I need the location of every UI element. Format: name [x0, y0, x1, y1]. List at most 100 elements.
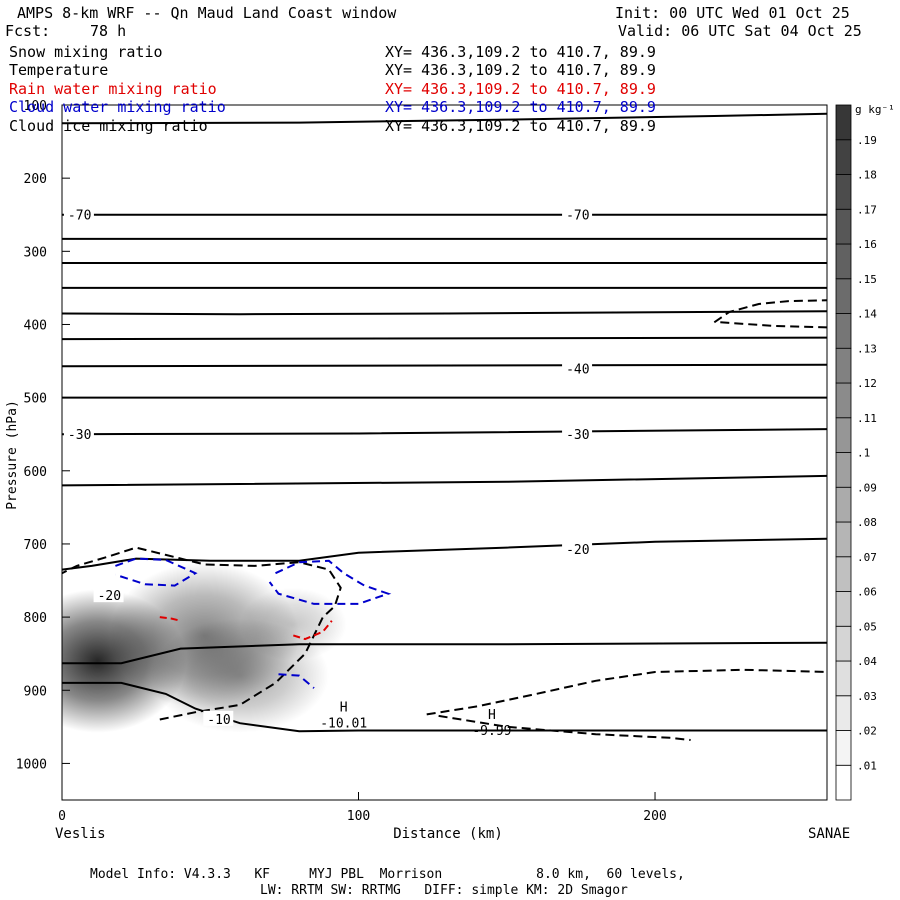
- rain-contour-1: [293, 620, 333, 641]
- isotherm-line-0: [62, 112, 827, 125]
- extremum-value-0: -10.01: [320, 717, 367, 732]
- rain-contour-0: [159, 616, 181, 622]
- x-axis-label: Distance (km): [393, 826, 503, 842]
- colorbar-label-0: .01: [857, 759, 877, 772]
- snow-contour-3: [426, 668, 827, 716]
- isotherm-line-10: [62, 474, 827, 487]
- model-info-physics: LW: RRTM SW: RRTMG DIFF: simple KM: 2D S…: [260, 883, 628, 898]
- y-tick-label-3: 400: [24, 318, 47, 333]
- colorbar-label-18: .19: [857, 134, 877, 147]
- colorbar-box-0: [835, 764, 852, 801]
- fcst-label: Fcst:: [5, 22, 51, 40]
- colorbar-box-3: [835, 660, 852, 697]
- colorbar-label-2: .03: [857, 690, 877, 703]
- y-tick-label-0: 100: [24, 99, 47, 114]
- colorbar-box-10: [835, 417, 852, 453]
- y-tick-label-2: 300: [24, 245, 47, 260]
- colorbar-label-6: .07: [857, 551, 877, 564]
- x-tick-label-0: 0: [58, 809, 66, 824]
- colorbar-label-1: .02: [857, 725, 877, 738]
- colorbar-label-15: .16: [857, 238, 877, 251]
- colorbar-label-10: .11: [857, 412, 877, 425]
- extremum-letter-1: H: [488, 708, 496, 723]
- isotherm-label-bg-2: [562, 360, 593, 376]
- colorbar-label-11: .12: [857, 377, 877, 390]
- field-name-cloud-ice: Cloud ice mixing ratio: [9, 117, 208, 135]
- isotherm-label-0: -70: [68, 209, 91, 224]
- colorbar-label-3: .04: [857, 655, 877, 668]
- colorbar-box-4: [835, 625, 852, 662]
- field-xy-rain: XY= 436.3,109.2 to 410.7, 89.9: [385, 80, 656, 98]
- isotherm-label-bg-7: [203, 710, 234, 726]
- field-name-cloud-water: Cloud water mixing ratio: [9, 98, 226, 116]
- snow-mixing-ratio-shading: [62, 562, 347, 733]
- cloud-water-contour-0: [115, 557, 198, 587]
- isotherm-label-2: -40: [566, 362, 589, 377]
- colorbar-box-12: [835, 347, 852, 384]
- colorbar: .01 .02 .03 .04 .05 .06 .07 .08 .09 .1 .11 .12 .13 .1…: [835, 103, 895, 801]
- colorbar-label-13: .14: [857, 308, 877, 321]
- valid-time: Valid: 06 UTC Sat 04 Oct 25: [618, 22, 862, 40]
- model-info: Model Info: V4.3.3 KF MYJ PBL Morrison 8…: [90, 867, 685, 882]
- colorbar-box-18: [835, 139, 852, 175]
- colorbar-label-14: .15: [857, 273, 877, 286]
- field-name-temperature: Temperature: [9, 61, 109, 79]
- colorbar-box-5: [835, 591, 852, 627]
- field-name-snow: Snow mixing ratio: [9, 43, 163, 61]
- colorbar-box-13: [835, 313, 852, 349]
- isotherm-label-6: -20: [98, 589, 121, 604]
- field-xy-temperature: XY= 436.3,109.2 to 410.7, 89.9: [385, 61, 656, 79]
- isotherm-label-bg-6: [93, 587, 124, 603]
- isotherm-label-5: -20: [566, 543, 589, 558]
- init-time: Init: 00 UTC Wed 01 Oct 25: [615, 4, 850, 22]
- colorbar-box-9: [835, 452, 852, 488]
- isotherm-label-4: -30: [566, 428, 589, 443]
- colorbar-label-9: .1: [857, 447, 870, 460]
- isotherm-line-13: [62, 681, 827, 733]
- y-tick-label-1: 200: [24, 172, 47, 187]
- extremum-value-1: -9.99: [472, 724, 511, 739]
- cloud-water-contour-1: [268, 559, 392, 605]
- colorbar-box-2: [835, 695, 852, 731]
- isotherm-label-bg-5: [562, 541, 593, 557]
- colorbar-label-16: .17: [857, 203, 877, 216]
- fcst-value: 78 h: [90, 22, 127, 40]
- isotherm-line-6: [62, 336, 827, 341]
- field-xy-cloud-ice: XY= 436.3,109.2 to 410.7, 89.9: [385, 117, 656, 135]
- snow-contour-0: [62, 546, 342, 721]
- x-endpoint-left: Veslis: [55, 826, 106, 842]
- y-tick-label-9: 1000: [16, 757, 47, 772]
- colorbar-label-4: .05: [857, 620, 877, 633]
- axes-layer: 100 200 300 400 500 600 700 800 900 1000 0 100 200: [16, 99, 667, 824]
- snow-contour-2: [720, 321, 827, 329]
- colorbar-label-12: .13: [857, 342, 877, 355]
- x-tick-label-1: 100: [347, 809, 370, 824]
- colorbar-label-7: .08: [857, 516, 877, 529]
- colorbar-unit: g kg⁻¹: [855, 103, 895, 116]
- y-tick-label-5: 600: [24, 465, 47, 480]
- chart-title: AMPS 8-km WRF -- Qn Maud Land Coast wind…: [17, 4, 397, 22]
- field-xy-snow: XY= 436.3,109.2 to 410.7, 89.9: [385, 43, 656, 61]
- colorbar-box-11: [835, 382, 852, 419]
- isotherm-line-5: [62, 310, 827, 316]
- field-xy-cloud-water: XY= 436.3,109.2 to 410.7, 89.9: [385, 98, 656, 116]
- field-name-rain: Rain water mixing ratio: [9, 80, 217, 98]
- isotherm-label-bg-3: [63, 426, 94, 442]
- isotherm-line-12: [62, 641, 827, 665]
- plot-frame: [61, 104, 828, 801]
- contour-layer: -70 -70-40-30 -30-20-20-10H-10.01H-9.99: [62, 112, 827, 741]
- y-tick-label-6: 700: [24, 538, 47, 553]
- isotherm-label-bg-1: [562, 206, 593, 222]
- x-tick-label-2: 200: [643, 809, 666, 824]
- isotherm-line-9: [62, 428, 827, 436]
- colorbar-box-6: [835, 556, 852, 592]
- colorbar-label-5: .06: [857, 586, 877, 599]
- colorbar-box-1: [835, 730, 852, 766]
- colorbar-label-8: .09: [857, 481, 877, 494]
- snow-contour-1: [713, 299, 827, 324]
- y-tick-label-4: 500: [24, 392, 47, 407]
- colorbar-box-14: [835, 278, 852, 314]
- extremum-letter-0: H: [340, 701, 348, 716]
- x-endpoint-right: SANAE: [808, 826, 850, 842]
